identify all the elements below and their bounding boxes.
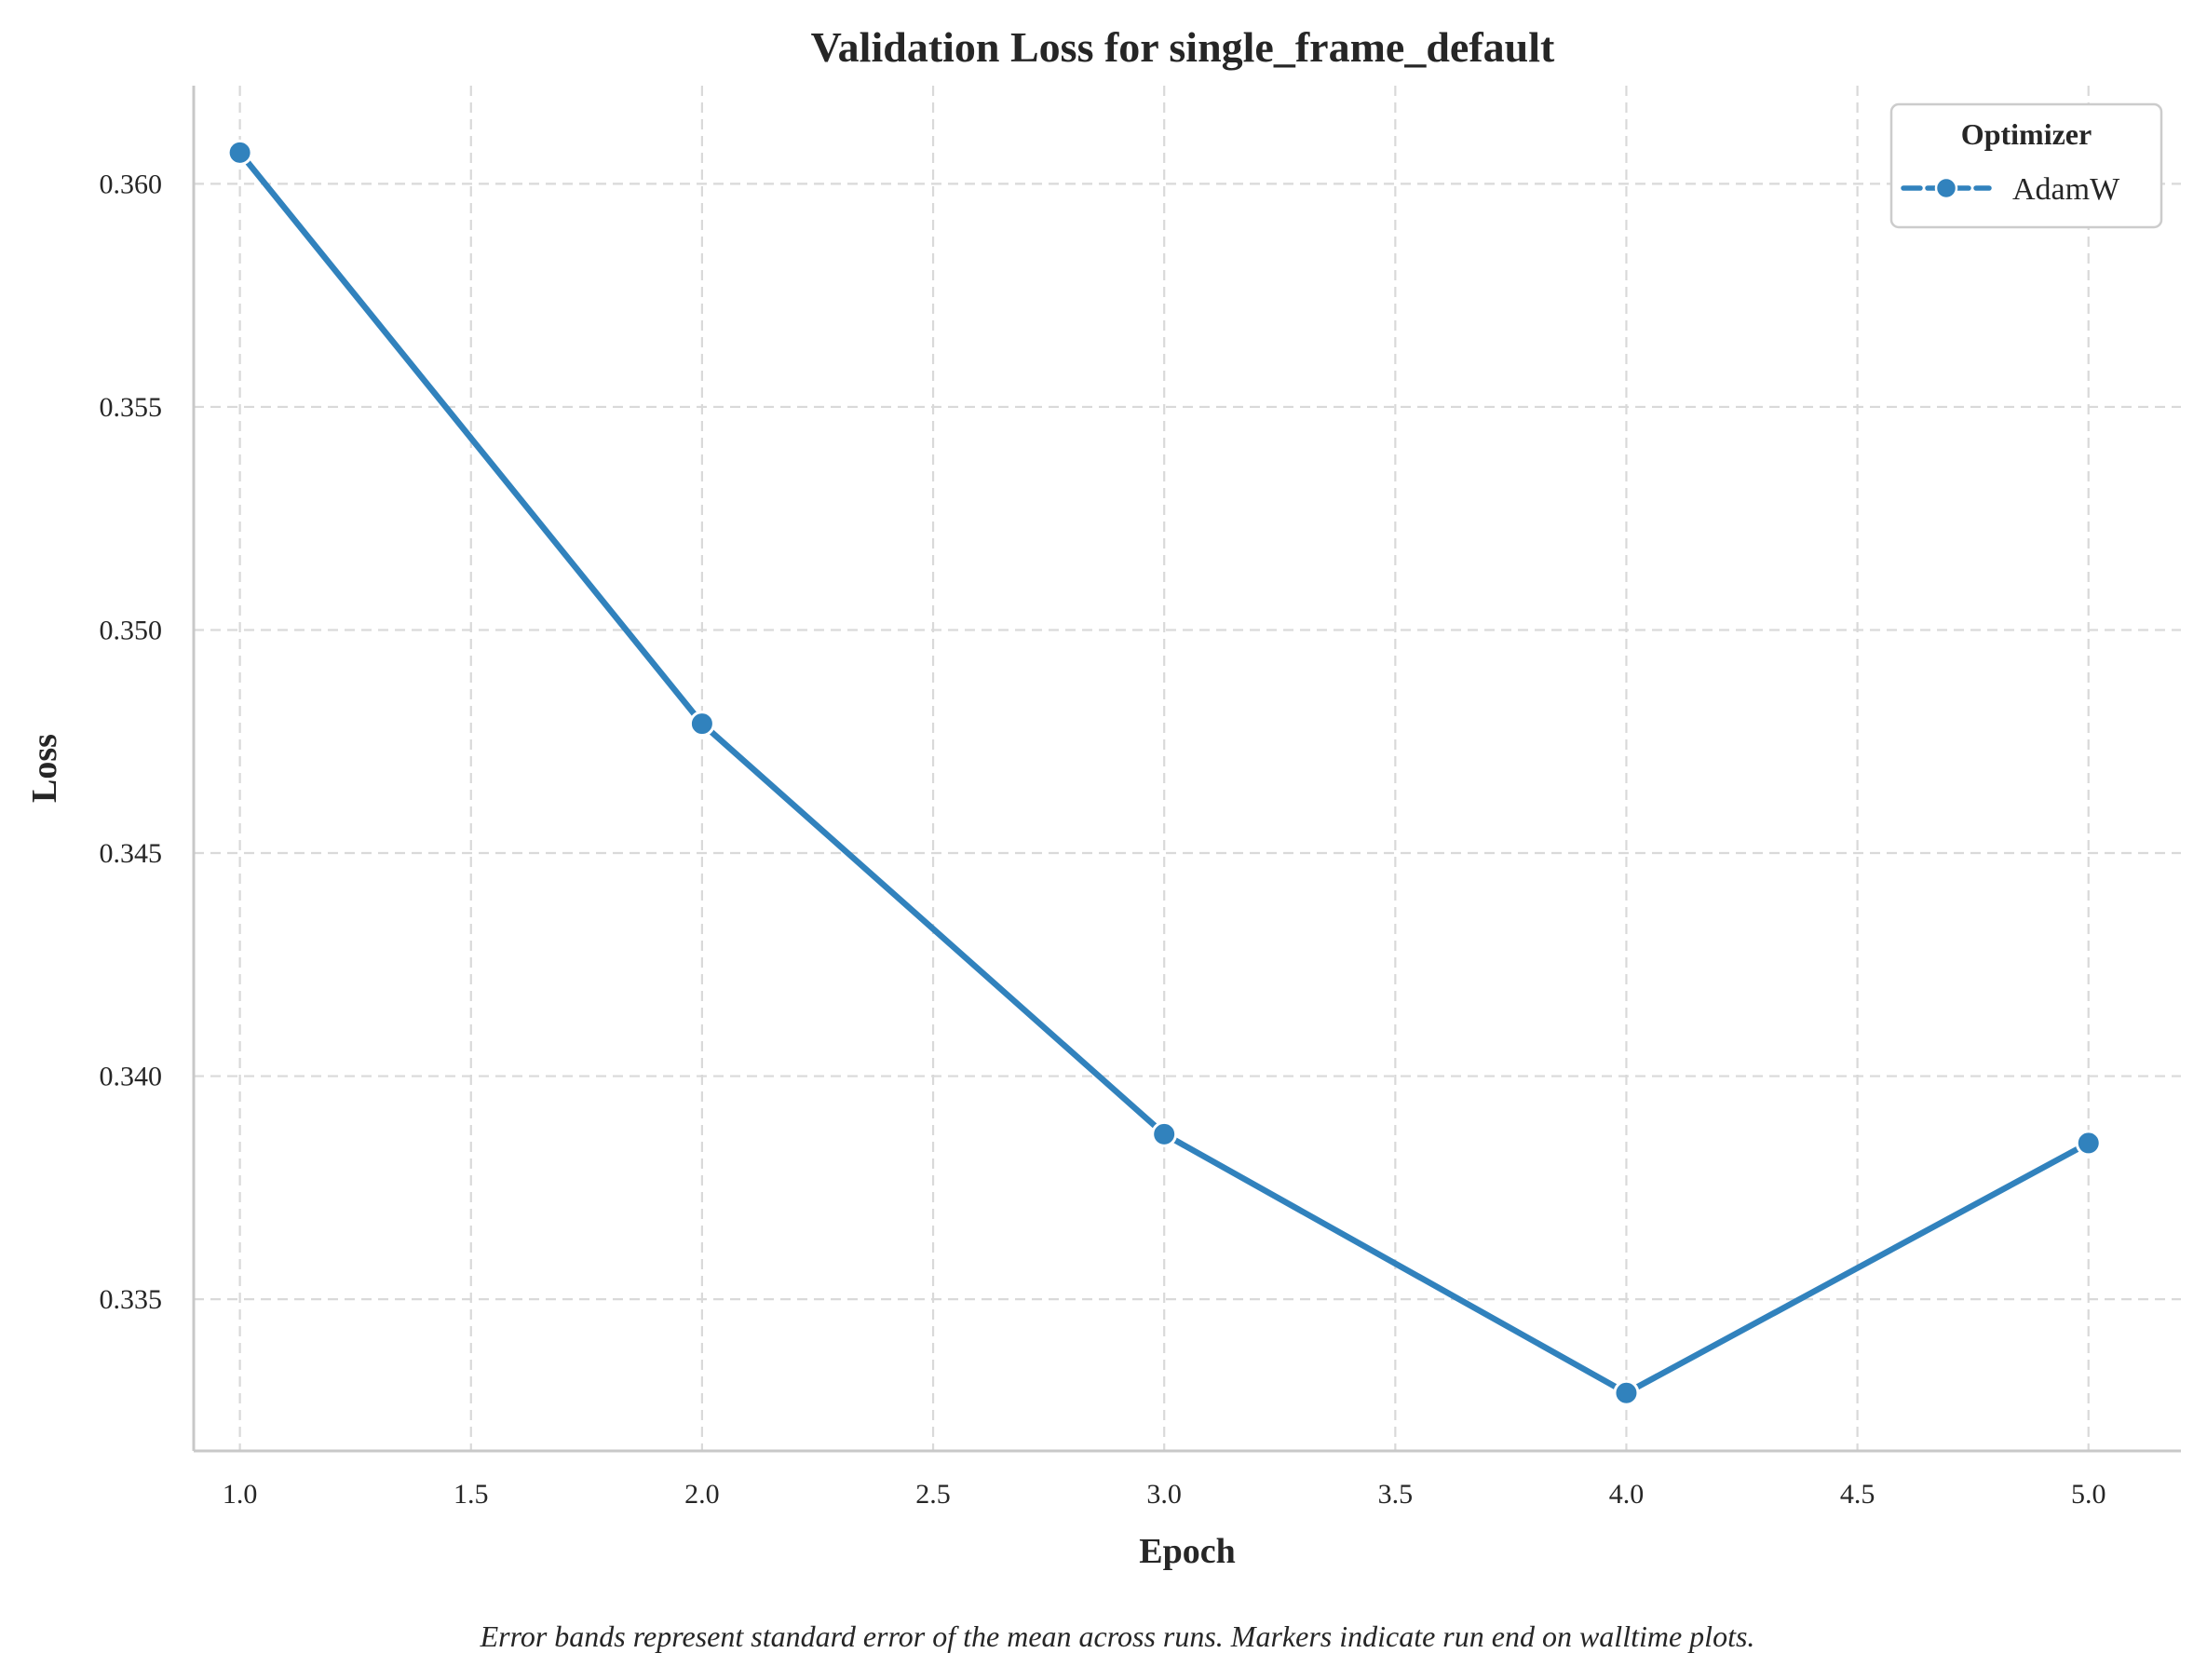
gridlines (194, 86, 2181, 1451)
series-layer (226, 139, 2102, 1406)
legend: Optimizer AdamW (1889, 102, 2163, 229)
x-tick-label: 1.5 (454, 1479, 489, 1510)
legend-series-label: AdamW (2012, 172, 2120, 207)
chart-title: Validation Loss for single_frame_default (811, 23, 1555, 71)
x-tick-label: 4.5 (1840, 1479, 1875, 1510)
data-point (1151, 1120, 1178, 1147)
x-tick-label: 3.5 (1378, 1479, 1414, 1510)
legend-box (1889, 102, 2163, 229)
y-tick-label: 0.360 (100, 169, 163, 199)
data-point (688, 711, 715, 738)
x-tick-label: 5.0 (2071, 1479, 2106, 1510)
legend-title: Optimizer (1961, 117, 2092, 151)
x-tick-label: 2.5 (915, 1479, 951, 1510)
y-tick-label: 0.345 (100, 838, 163, 869)
y-tick-label: 0.350 (100, 615, 163, 645)
axes (192, 86, 2181, 1453)
x-tick-labels: 1.0 1.5 2.0 2.5 3.0 3.5 4.0 4.5 5.0 (223, 1479, 2106, 1510)
x-tick-label: 1.0 (223, 1479, 258, 1510)
x-tick-label: 4.0 (1609, 1479, 1645, 1510)
chart-caption: Error bands represent standard error of … (480, 1619, 1755, 1653)
y-axis-label: Loss (25, 734, 64, 803)
x-axis-label: Epoch (1139, 1532, 1235, 1571)
data-point (2075, 1130, 2102, 1157)
y-tick-label: 0.335 (100, 1284, 163, 1315)
data-point (1613, 1379, 1640, 1406)
data-point (226, 139, 253, 166)
x-tick-label: 2.0 (684, 1479, 720, 1510)
y-tick-label: 0.355 (100, 392, 163, 423)
x-tick-label: 3.0 (1146, 1479, 1182, 1510)
y-tick-labels: 0.335 0.340 0.345 0.350 0.355 0.360 (100, 169, 163, 1315)
legend-series-marker (1934, 176, 1958, 200)
y-tick-label: 0.340 (100, 1062, 163, 1092)
